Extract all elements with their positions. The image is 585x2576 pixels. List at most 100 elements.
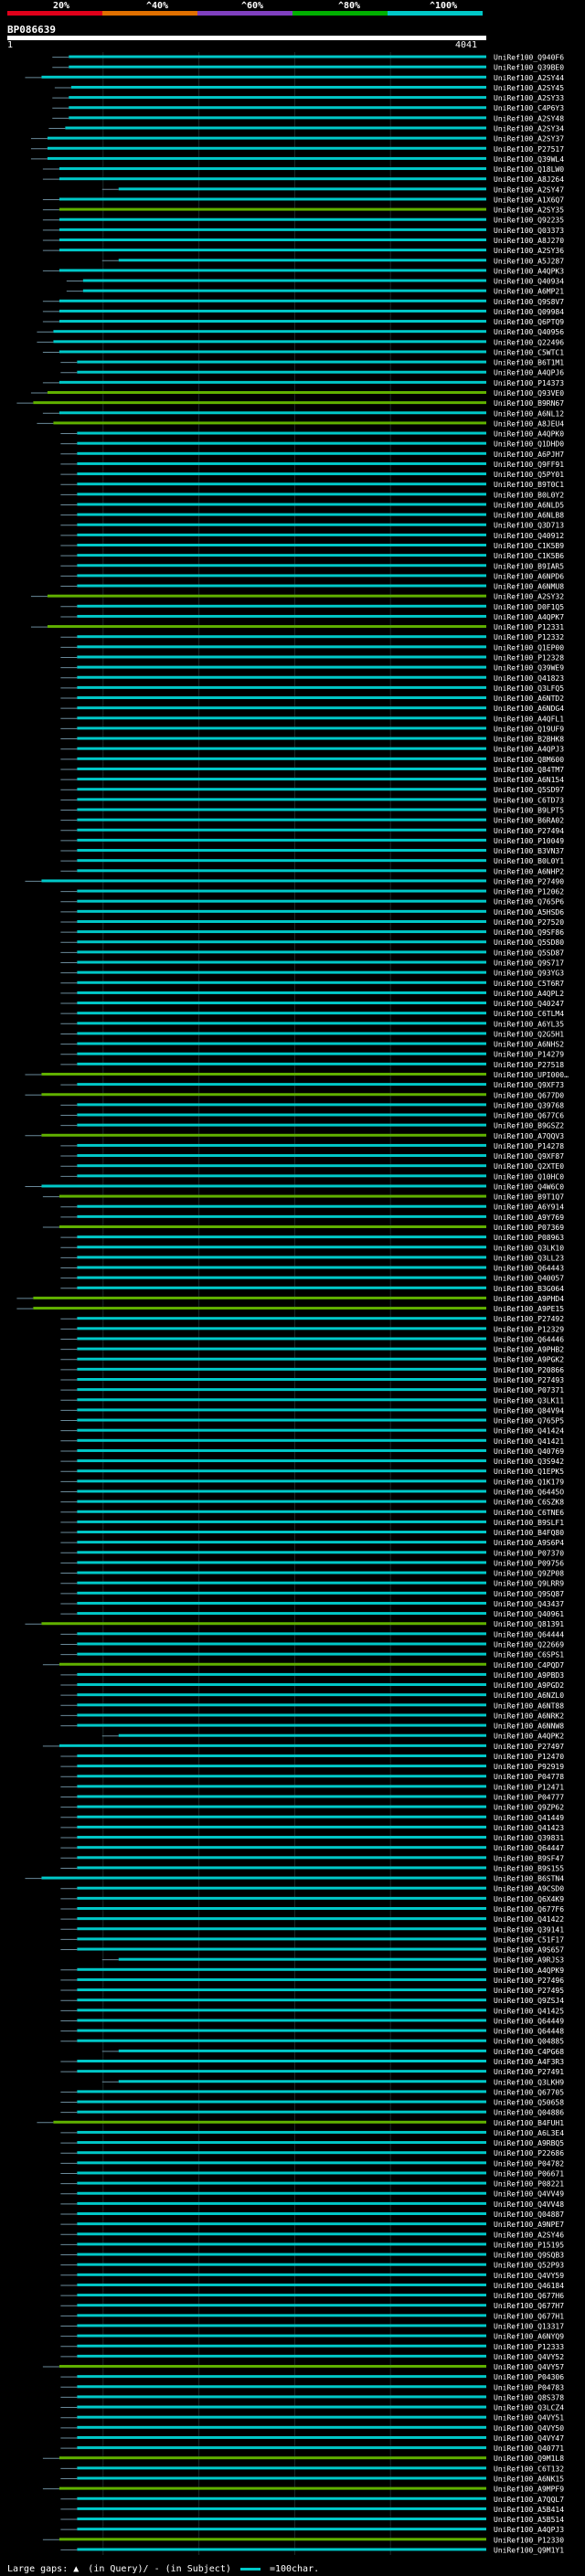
hit-row[interactable]: UniRef100_Q3LKH9: [101, 2078, 565, 2086]
hit-row[interactable]: UniRef100_Q84V94: [60, 1406, 564, 1415]
hit-label[interactable]: UniRef100_Q9XF73: [494, 1081, 564, 1089]
hit-row[interactable]: UniRef100_C6SZK8: [60, 1499, 564, 1507]
hit-row[interactable]: UniRef100_Q677H6: [60, 2292, 564, 2300]
hit-label[interactable]: UniRef100_A9Y769: [494, 1214, 564, 1222]
hit-label[interactable]: UniRef100_Q46184: [494, 2282, 564, 2290]
hit-row[interactable]: UniRef100_C4PG68: [101, 2048, 565, 2056]
hit-label[interactable]: UniRef100_P12333: [494, 2343, 564, 2351]
hit-row[interactable]: UniRef100_P14278: [60, 1142, 564, 1150]
hit-label[interactable]: UniRef100_A2SY48: [494, 114, 564, 122]
hit-row[interactable]: UniRef100_Q9SQ87: [60, 1590, 564, 1598]
hit-row[interactable]: UniRef100_P27493: [60, 1376, 564, 1384]
hit-label[interactable]: UniRef100_C1K5B6: [494, 552, 564, 560]
hit-label[interactable]: UniRef100_B9SF47: [494, 1854, 564, 1862]
hit-label[interactable]: UniRef100_A9NPE7: [494, 2221, 564, 2229]
hit-label[interactable]: UniRef100_Q8M600: [494, 756, 564, 764]
hit-row[interactable]: UniRef100_Q64449: [60, 2017, 564, 2025]
hit-label[interactable]: UniRef100_Q64448: [494, 2028, 564, 2036]
hit-label[interactable]: UniRef100_Q5PY01: [494, 471, 564, 479]
hit-row[interactable]: UniRef100_B9T0C1: [60, 481, 564, 489]
hit-row[interactable]: UniRef100_C6TD73: [60, 796, 564, 804]
hit-label[interactable]: UniRef100_P27491: [494, 2068, 564, 2076]
hit-label[interactable]: UniRef100_Q41421: [494, 1437, 564, 1446]
hit-label[interactable]: UniRef100_P04777: [494, 1794, 564, 1802]
hit-row[interactable]: UniRef100_C5WTC1: [42, 348, 564, 356]
hit-label[interactable]: UniRef100_A4QFL1: [494, 715, 564, 723]
hit-row[interactable]: UniRef100_Q5SD80: [60, 938, 564, 947]
hit-row[interactable]: UniRef100_A6NZL0: [60, 1691, 564, 1700]
hit-row[interactable]: UniRef100_Q765P6: [60, 898, 564, 906]
hit-row[interactable]: UniRef100_P27492: [60, 1315, 564, 1323]
hit-row[interactable]: UniRef100_Q4VY50: [60, 2424, 564, 2433]
hit-label[interactable]: UniRef100_Q93VE0: [494, 389, 564, 398]
hit-row[interactable]: UniRef100_A9RJS3: [101, 1956, 565, 1965]
hit-label[interactable]: UniRef100_B9T1Q7: [494, 1193, 564, 1202]
hit-label[interactable]: UniRef100_C6SZK8: [494, 1499, 564, 1507]
hit-label[interactable]: UniRef100_Q6X4K9: [494, 1895, 564, 1903]
hit-label[interactable]: UniRef100_UPI000…: [494, 1071, 569, 1079]
hit-row[interactable]: UniRef100_Q03373: [42, 227, 564, 235]
hit-row[interactable]: UniRef100_A6N154: [60, 776, 564, 784]
hit-label[interactable]: UniRef100_A2SY32: [494, 593, 564, 601]
hit-row[interactable]: UniRef100_C4PQD7: [42, 1661, 564, 1670]
hit-row[interactable]: UniRef100_Q4VY47: [60, 2434, 564, 2443]
hit-row[interactable]: UniRef100_A6NNW8: [60, 1723, 564, 1731]
hit-label[interactable]: UniRef100_A4QPJ6: [494, 369, 564, 377]
hit-label[interactable]: UniRef100_B9GSZ2: [494, 1122, 564, 1130]
hit-label[interactable]: UniRef100_A6Y914: [494, 1203, 564, 1212]
hit-label[interactable]: UniRef100_P27518: [494, 1061, 564, 1069]
hit-label[interactable]: UniRef100_Q84TM7: [494, 766, 564, 774]
hit-row[interactable]: UniRef100_Q6PTQ9: [42, 318, 564, 326]
hit-label[interactable]: UniRef100_P07370: [494, 1549, 564, 1557]
hit-row[interactable]: UniRef100_B0L0Y2: [60, 491, 564, 499]
hit-label[interactable]: UniRef100_A6NK15: [494, 2475, 564, 2483]
hit-label[interactable]: UniRef100_A4QPJ3: [494, 2526, 564, 2534]
hit-row[interactable]: UniRef100_A4F3R3: [60, 2058, 564, 2066]
hit-row[interactable]: UniRef100_P27495: [60, 1987, 564, 1995]
hit-label[interactable]: UniRef100_A9S6P4: [494, 1539, 564, 1547]
hit-row[interactable]: UniRef100_Q04886: [60, 2109, 564, 2117]
hit-row[interactable]: UniRef100_A9S657: [60, 1946, 564, 1955]
hit-label[interactable]: UniRef100_Q765P6: [494, 898, 564, 906]
hit-label[interactable]: UniRef100_A4QPK2: [494, 1733, 564, 1741]
hit-row[interactable]: UniRef100_P12330: [42, 2536, 564, 2544]
hit-row[interactable]: UniRef100_Q9S8V7: [42, 298, 564, 306]
hit-row[interactable]: UniRef100_Q9ZP62: [60, 1804, 564, 1812]
hit-label[interactable]: UniRef100_P12470: [494, 1753, 564, 1761]
hit-label[interactable]: UniRef100_Q3LK11: [494, 1396, 564, 1405]
hit-row[interactable]: UniRef100_P12470: [60, 1753, 564, 1761]
hit-row[interactable]: UniRef100_Q40769: [60, 1447, 564, 1456]
hit-label[interactable]: UniRef100_P06671: [494, 2169, 564, 2178]
hit-row[interactable]: UniRef100_P22686: [60, 2149, 564, 2157]
hit-label[interactable]: UniRef100_A6NNW8: [494, 1723, 564, 1731]
hit-row[interactable]: UniRef100_A4QPJ3: [60, 746, 564, 754]
hit-label[interactable]: UniRef100_A6NYQ9: [494, 2333, 564, 2341]
hit-label[interactable]: UniRef100_C6SPS1: [494, 1651, 564, 1659]
hit-row[interactable]: UniRef100_P07370: [60, 1549, 564, 1557]
hit-label[interactable]: UniRef100_A2SY36: [494, 247, 564, 255]
hit-label[interactable]: UniRef100_P14278: [494, 1142, 564, 1150]
hit-label[interactable]: UniRef100_Q9M1Y1: [494, 2546, 564, 2554]
hit-label[interactable]: UniRef100_P09756: [494, 1559, 564, 1567]
hit-row[interactable]: UniRef100_Q64447: [60, 1844, 564, 1852]
hit-row[interactable]: UniRef100_A2SY36: [42, 247, 564, 255]
hit-label[interactable]: UniRef100_Q67705: [494, 2088, 564, 2096]
hit-row[interactable]: UniRef100_Q3LK10: [60, 1244, 564, 1252]
hit-label[interactable]: UniRef100_P12330: [494, 2536, 564, 2544]
hit-label[interactable]: UniRef100_B0L0Y1: [494, 857, 564, 865]
hit-row[interactable]: UniRef100_Q22496: [37, 338, 564, 346]
hit-row[interactable]: UniRef100_P04783: [60, 2383, 564, 2391]
hit-label[interactable]: UniRef100_A4F3R3: [494, 2058, 564, 2066]
hit-label[interactable]: UniRef100_Q9SQB3: [494, 2252, 564, 2260]
hit-row[interactable]: UniRef100_Q41421: [60, 1437, 564, 1446]
hit-row[interactable]: UniRef100_A6NT88: [60, 1701, 564, 1710]
hit-row[interactable]: UniRef100_Q3LL23: [60, 1254, 564, 1262]
hit-row[interactable]: UniRef100_A2SY32: [30, 593, 564, 601]
hit-row[interactable]: UniRef100_Q39WE9: [60, 664, 564, 673]
hit-label[interactable]: UniRef100_A4QPJ3: [494, 746, 564, 754]
hit-label[interactable]: UniRef100_Q52P93: [494, 2262, 564, 2270]
hit-row[interactable]: UniRef100_P12332: [60, 633, 564, 641]
hit-row[interactable]: UniRef100_A9MPF9: [42, 2486, 564, 2494]
hit-label[interactable]: UniRef100_Q50658: [494, 2099, 564, 2107]
hit-label[interactable]: UniRef100_A4QPK0: [494, 430, 564, 439]
